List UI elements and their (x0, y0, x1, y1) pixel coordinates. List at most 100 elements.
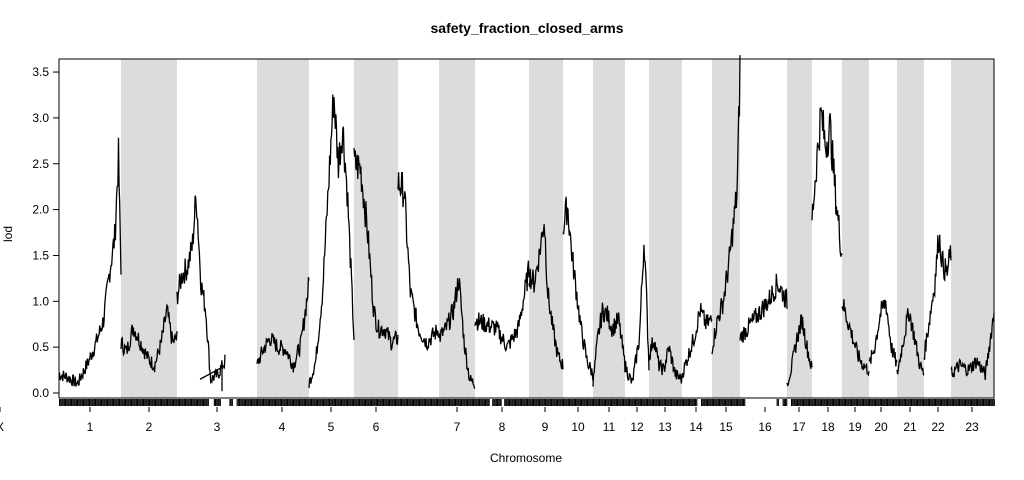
marker-tick (661, 399, 663, 406)
marker-tick (721, 399, 723, 406)
marker-tick (155, 399, 157, 406)
marker-tick (422, 399, 424, 406)
marker-tick (180, 399, 182, 406)
marker-tick (290, 399, 292, 406)
marker-tick (642, 399, 644, 406)
x-tick-label: 14 (689, 420, 703, 434)
marker-tick (552, 399, 554, 406)
marker-tick (674, 399, 676, 406)
marker-tick (669, 399, 671, 406)
marker-tick (882, 399, 884, 406)
marker-tick (524, 399, 526, 406)
marker-tick (864, 399, 866, 406)
marker-tick (240, 399, 242, 406)
lod-line-chr-22 (896, 308, 925, 376)
marker-tick (414, 399, 416, 406)
marker-tick (679, 399, 681, 406)
marker-tick (103, 399, 105, 406)
marker-tick (716, 399, 718, 406)
marker-tick (252, 399, 254, 406)
marker-tick (625, 399, 627, 406)
marker-tick (533, 399, 535, 406)
marker-tick (567, 399, 569, 406)
marker-tick (84, 399, 86, 406)
marker-tick (565, 399, 567, 406)
marker-tick (373, 399, 375, 406)
marker-tick (387, 399, 389, 406)
marker-tick (435, 399, 437, 406)
marker-tick (162, 399, 164, 406)
marker-tick (689, 399, 691, 406)
marker-tick (741, 399, 743, 406)
marker-tick (879, 399, 881, 406)
marker-tick (601, 399, 603, 406)
marker-tick (638, 399, 640, 406)
marker-tick (189, 399, 191, 406)
marker-tick (375, 399, 377, 406)
marker-tick (131, 399, 133, 406)
marker-tick (980, 399, 982, 406)
marker-tick (978, 399, 980, 406)
marker-tick (731, 399, 733, 406)
marker-tick (938, 399, 940, 406)
marker-tick (992, 399, 994, 406)
x-tick-label: 13 (658, 420, 672, 434)
marker-tick (608, 399, 610, 406)
marker-tick (300, 399, 302, 406)
marker-tick (673, 399, 675, 406)
marker-tick (476, 399, 478, 406)
marker-tick (944, 399, 946, 406)
y-tick-label: 0.0 (32, 386, 49, 400)
marker-tick (468, 399, 470, 406)
marker-tick (383, 399, 385, 406)
marker-tick (643, 399, 645, 406)
marker-tick (97, 399, 99, 406)
marker-tick (361, 399, 363, 406)
marker-tick (590, 399, 592, 406)
marker-tick (878, 399, 880, 406)
marker-tick (185, 399, 187, 406)
marker-tick (960, 399, 962, 406)
marker-tick (906, 399, 908, 406)
marker-tick (818, 399, 820, 406)
lod-line-chr-18 (786, 314, 813, 387)
marker-tick (704, 399, 706, 406)
marker-tick (950, 399, 952, 406)
marker-tick (839, 399, 841, 406)
marker-tick (681, 399, 683, 406)
marker-tick (251, 399, 253, 406)
lod-line-chr-X (950, 313, 995, 381)
marker-tick (462, 399, 464, 406)
marker-tick (560, 399, 562, 406)
marker-tick (306, 399, 308, 406)
marker-tick (733, 399, 735, 406)
marker-tick (239, 399, 241, 406)
marker-tick (467, 399, 469, 406)
marker-tick (146, 399, 148, 406)
marker-tick (575, 399, 577, 406)
lod-line-chr-11 (562, 196, 594, 382)
marker-tick (345, 399, 347, 406)
marker-tick (861, 399, 863, 406)
marker-tick (593, 399, 595, 406)
marker-tick (427, 399, 429, 406)
marker-tick (696, 399, 698, 406)
marker-tick (182, 399, 184, 406)
marker-tick (985, 399, 987, 406)
marker-tick (705, 399, 707, 406)
marker-tick (633, 399, 635, 406)
marker-tick (423, 399, 425, 406)
marker-tick (500, 399, 502, 406)
marker-tick (792, 399, 794, 406)
marker-tick (187, 399, 189, 406)
marker-tick (540, 399, 542, 406)
marker-tick (703, 399, 705, 406)
marker-tick (111, 399, 113, 406)
x-tick-label: 12 (630, 420, 644, 434)
marker-tick (265, 399, 267, 406)
marker-tick (651, 399, 653, 406)
marker-tick (351, 399, 353, 406)
marker-tick (860, 399, 862, 406)
marker-tick (129, 399, 131, 406)
